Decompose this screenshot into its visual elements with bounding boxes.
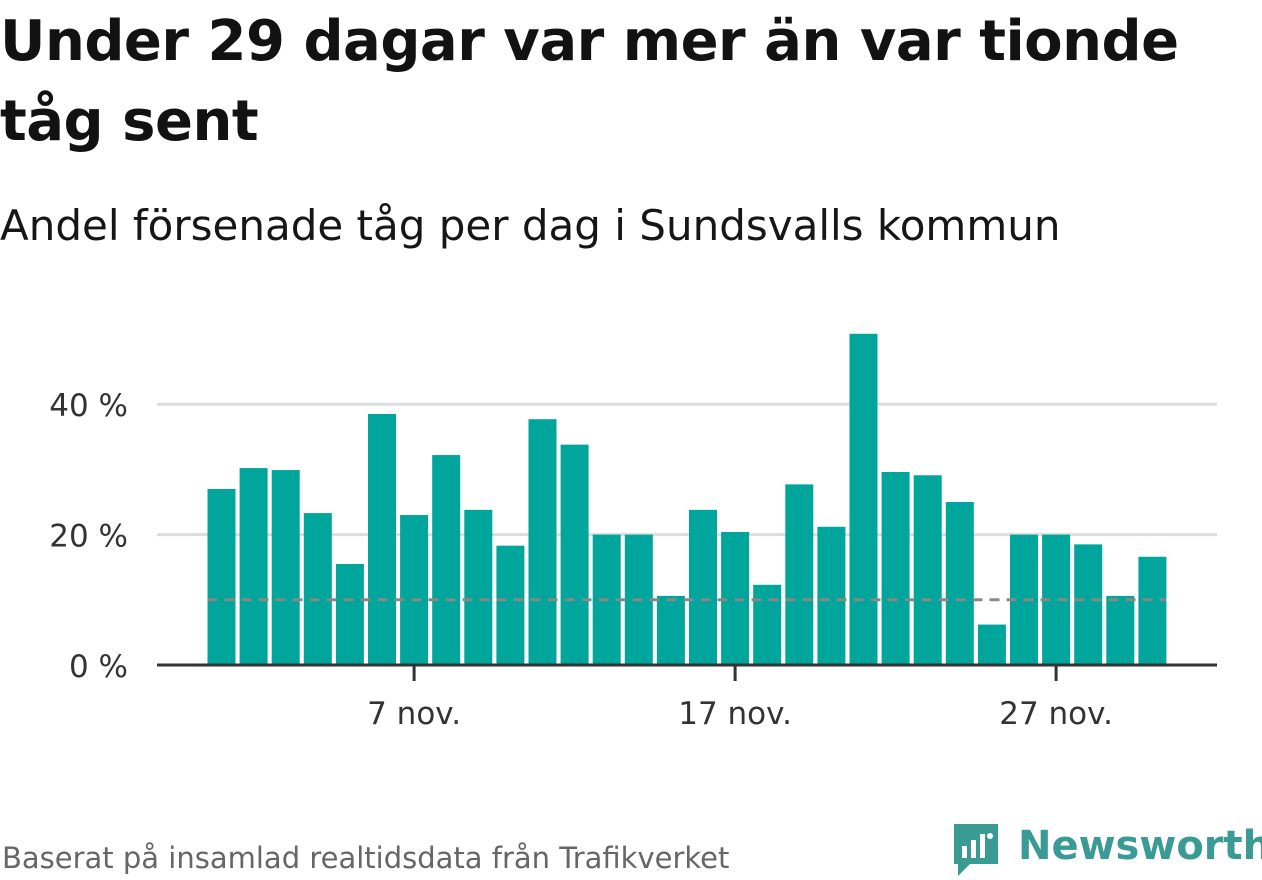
y-tick-label: 20 % xyxy=(49,519,128,555)
bar xyxy=(1138,556,1167,665)
chart-title: Under 29 dagar var mer än var tionde tåg… xyxy=(0,9,1179,154)
bar xyxy=(913,475,942,665)
bar xyxy=(656,595,685,665)
bar xyxy=(560,444,589,665)
bar xyxy=(271,470,300,665)
bar xyxy=(945,502,974,665)
x-tick-labels: 7 nov. 17 nov. 27 nov. xyxy=(367,696,1113,732)
newsworthy-logo-text: Newsworthy xyxy=(1018,823,1262,869)
y-tick-label: 40 % xyxy=(49,388,128,424)
bar xyxy=(528,419,557,665)
bars xyxy=(207,333,1167,665)
bar xyxy=(432,455,461,665)
x-tick-label: 27 nov. xyxy=(999,696,1113,732)
bar xyxy=(207,488,236,665)
bar xyxy=(303,513,332,665)
bar xyxy=(335,563,364,665)
bar xyxy=(400,515,429,665)
y-tick-labels: 0 % 20 % 40 % xyxy=(49,388,128,685)
bar xyxy=(239,468,268,665)
source-note: Baserat på insamlad realtidsdata från Tr… xyxy=(2,841,730,875)
bar xyxy=(817,526,846,665)
y-tick-label: 0 % xyxy=(69,649,128,685)
bar xyxy=(1074,544,1103,665)
grid-lines xyxy=(157,402,1217,537)
bar xyxy=(496,545,525,665)
bar xyxy=(1106,595,1135,665)
bar xyxy=(849,333,878,665)
chart-subtitle: Andel försenade tåg per dag i Sundsvalls… xyxy=(0,201,1061,250)
newsworthy-logo: Newsworthy xyxy=(950,818,1262,880)
newsworthy-logo-icon xyxy=(954,824,998,876)
x-tick-label: 17 nov. xyxy=(678,696,792,732)
bar xyxy=(977,624,1006,665)
bar xyxy=(464,509,493,665)
x-tick-label: 7 nov. xyxy=(367,696,461,732)
bar xyxy=(881,472,910,665)
bar xyxy=(753,584,782,665)
bar xyxy=(785,484,814,665)
x-axis xyxy=(157,663,1217,681)
bar xyxy=(689,509,717,665)
bar xyxy=(368,413,396,665)
